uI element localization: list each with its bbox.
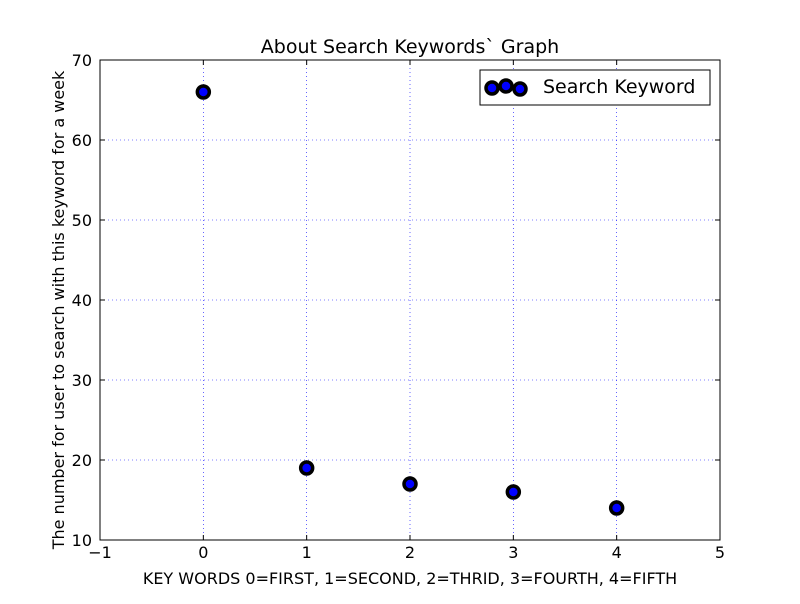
y-axis-label: The number for user to search with this … — [49, 70, 68, 550]
data-point — [298, 460, 315, 476]
x-tick-label: 2 — [405, 543, 415, 562]
grid-layer — [100, 60, 720, 540]
y-tick-label: 50 — [72, 211, 92, 230]
x-axis-label: KEY WORDS 0=FIRST, 1=SECOND, 2=THRID, 3=… — [143, 569, 677, 588]
x-tick-label: 5 — [715, 543, 725, 562]
ticks-layer: −1 0 1 2 3 4 5 10 20 30 40 50 60 70 — [72, 51, 725, 562]
y-tick-label: 60 — [72, 131, 92, 150]
marks-layer — [195, 84, 625, 516]
y-tick-label: 20 — [72, 451, 92, 470]
y-tick-label: 30 — [72, 371, 92, 390]
chart-title: About Search Keywords` Graph — [261, 36, 559, 58]
y-tick-label: 70 — [72, 51, 92, 70]
legend-marker — [484, 80, 500, 96]
legend-markers — [484, 78, 528, 97]
x-tick-label: 4 — [612, 543, 622, 562]
data-point — [505, 484, 522, 500]
legend-label: Search Keyword — [543, 76, 695, 98]
legend-marker — [512, 81, 528, 97]
legend-marker — [498, 78, 514, 94]
x-tick-label: 0 — [198, 543, 208, 562]
y-tick-label: 40 — [72, 291, 92, 310]
data-point — [402, 476, 418, 492]
data-point — [608, 500, 625, 516]
x-tick-label: 3 — [508, 543, 518, 562]
x-tick-label: −1 — [88, 543, 112, 562]
data-point — [195, 84, 212, 100]
x-tick-label: 1 — [302, 543, 312, 562]
legend: Search Keyword — [479, 69, 711, 106]
y-tick-label: 10 — [72, 531, 92, 550]
